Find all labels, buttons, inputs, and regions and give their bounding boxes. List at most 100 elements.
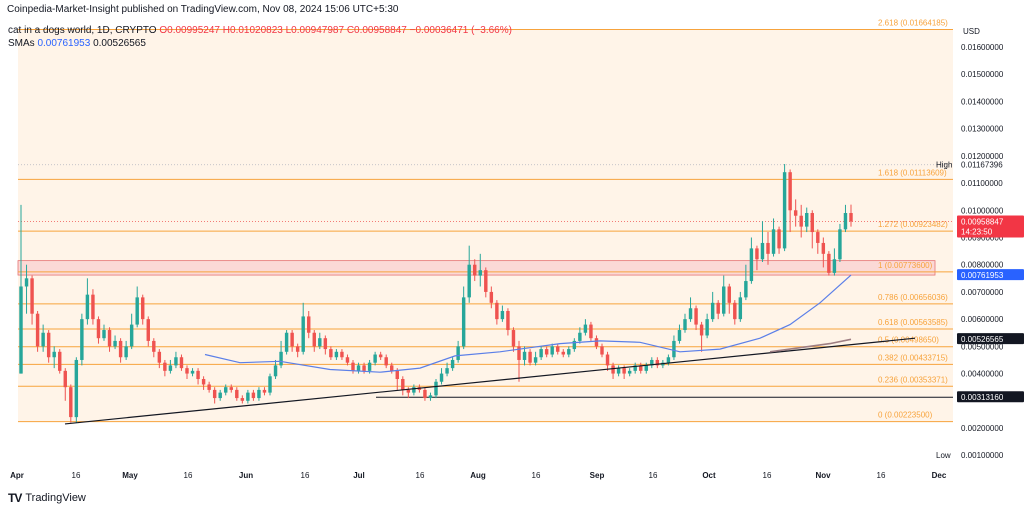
candle-body [340,351,344,358]
y-tick-label: 0.00500000 [961,342,1004,351]
x-tick-label: Oct [702,471,716,480]
candle-body [235,389,239,399]
candle-body [567,349,571,355]
candle-body [80,319,84,360]
fib-level-label: 0.236 (0.00353371) [878,375,948,384]
candle-body [522,351,527,360]
candle-body [616,368,621,374]
candle-body [639,365,643,371]
candle-body [69,387,73,418]
candle-body [378,354,383,358]
fib-level-label: 0 (0.00223500) [878,411,933,420]
candle-body [367,362,372,371]
candle-body [722,286,726,314]
x-tick-label: 16 [184,471,193,480]
candle-body [578,332,582,341]
candle-body [240,398,245,401]
candle-body [329,349,333,358]
candle-body [500,310,505,320]
candle-body [334,351,339,358]
candle-body [694,308,698,325]
candle-body [727,286,731,303]
candle-body [777,229,781,249]
price-tag-name: Low [936,451,951,460]
candle-body [24,278,29,287]
price-tag-value: 0.01167396 [961,161,1003,170]
candle-body [74,359,79,418]
axis-currency-label: USD [963,27,980,36]
sma-fast-value: 0.00761953 [37,38,91,49]
open-value: O0.00995247 [159,25,220,36]
fib-level-label: 0.382 (0.00433715) [878,353,948,362]
candle-body [484,270,488,292]
candle-body [650,359,654,366]
candle-body [207,384,211,390]
price-tag-box [957,269,1024,281]
candle-body [699,324,704,336]
y-tick-label: 0.01600000 [961,43,1004,52]
candle-body [849,213,853,222]
candle-body [805,213,809,227]
candle-body [561,351,565,355]
candle-body [423,389,427,399]
x-tick-label: Jun [239,471,253,480]
x-tick-label: 16 [72,471,81,480]
candle-body [843,213,848,230]
candle-body [185,368,189,374]
candle-body [611,365,615,374]
y-tick-label: 0.01000000 [961,206,1004,215]
candle-body [428,395,433,399]
ohlc-legend: cat in a dogs world, 1D, CRYPTO O0.00995… [8,25,512,36]
candle-body [666,357,671,363]
candle-body [799,215,803,227]
y-tick-label: 0.00800000 [961,261,1004,270]
candle-body [168,365,173,371]
y-tick-label: 0.01400000 [961,97,1004,106]
candle-body [290,332,294,347]
fib-level-label: 0.5 (0.00498650) [878,336,939,345]
candle-body [124,346,128,358]
tradingview-footer[interactable]: TV TradingView [8,491,86,505]
candle-body [832,259,837,273]
candle-body [550,346,554,355]
y-tick-label: 0.00400000 [961,370,1004,379]
fib-level-label: 1 (0.00773600) [878,261,933,270]
fib-background-zone [18,29,953,422]
y-tick-label: 0.01100000 [961,179,1003,188]
candle-body [450,359,455,369]
candle-body [323,338,328,350]
candle-body [456,346,460,360]
candle-body [533,357,538,363]
x-tick-label: Jul [353,471,365,480]
candle-body [35,313,40,347]
candle-body [85,294,90,320]
candle-body [755,248,759,260]
sma-fast-line [204,274,852,373]
candle-body [141,297,145,320]
candle-body [356,365,361,371]
x-tick-label: Apr [10,471,24,480]
candle-body [196,370,200,380]
x-tick-label: 16 [649,471,658,480]
candle-body [733,302,737,320]
candle-body [439,373,444,382]
candle-body [677,330,682,341]
candle-body [495,302,499,320]
candle-body [390,365,394,371]
price-tag-value: 0.00761953 [961,271,1004,280]
candle-body [229,387,233,390]
sma-label: SMAs [8,38,35,49]
candle-body [644,365,648,371]
candle-body [63,370,67,388]
fib-level-label: 2.618 (0.01664185) [878,19,948,28]
symbol-label: cat in a dogs world, 1D, CRYPTO [8,25,157,36]
candle-body [511,330,516,347]
candle-body [760,242,765,260]
candle-body [467,264,471,298]
candle-body [135,297,139,325]
candle-body [688,308,693,320]
fib-level-label: 1.618 (0.01113609) [878,168,947,177]
y-tick-label: 0.01300000 [961,125,1004,134]
candle-body [838,229,842,260]
